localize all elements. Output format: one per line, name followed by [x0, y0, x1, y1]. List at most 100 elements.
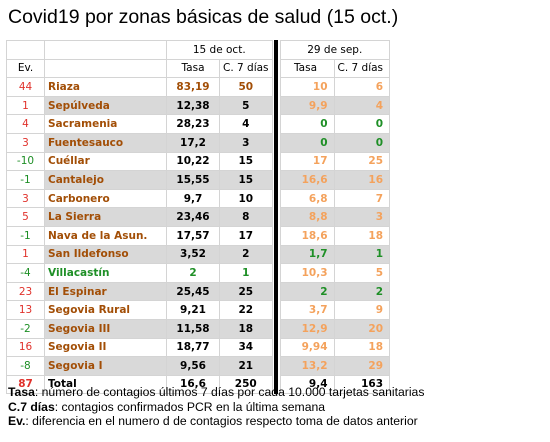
table-row: 1 Sepúlveda 12,38 5 9,9 4	[6, 95, 391, 116]
tasa-previous: 0	[279, 114, 335, 134]
c7-header-current: C. 7 días	[219, 58, 273, 79]
ev-cell: 3	[6, 188, 45, 209]
tasa-previous: 18,6	[279, 225, 335, 246]
c7-current: 15	[219, 170, 273, 190]
total-c7-previous: 163	[333, 374, 391, 395]
zone-name: Segovia I	[44, 356, 167, 376]
table-row: -4 Villacastín 2 1 10,3 5	[6, 263, 391, 283]
tasa-previous: 16,6	[279, 170, 335, 190]
table-row: 1 San Ildefonso 3,52 2 1,7 1	[6, 244, 391, 265]
table-row: -10 Cuéllar 10,22 15 17 25	[6, 151, 391, 172]
tasa-previous: 6,8	[279, 188, 335, 209]
c7-current: 18	[219, 318, 273, 339]
table-row: 16 Segovia II 18,77 34 9,94 18	[6, 337, 391, 358]
c7-header-previous: C. 7 días	[333, 58, 391, 79]
tasa-previous: 8,8	[279, 207, 335, 227]
tasa-current: 18,77	[166, 337, 220, 358]
ev-cell: -10	[6, 151, 45, 172]
tasa-current: 83,19	[166, 77, 220, 97]
c7-previous: 0	[333, 132, 391, 153]
total-tasa-current: 16,6	[166, 374, 220, 395]
table-row: 5 La Sierra 23,46 8 8,8 3	[6, 207, 391, 227]
date-header-previous: 29 de sep.	[279, 40, 391, 60]
c7-previous: 20	[333, 318, 391, 339]
c7-previous: 25	[333, 151, 391, 172]
legend-c7: C.7 días: contagios confirmados PCR en l…	[8, 399, 326, 414]
tasa-previous: 10	[279, 77, 335, 97]
zone-name: Cantalejo	[44, 170, 167, 190]
tasa-current: 9,56	[166, 356, 220, 376]
table-row: 23 El Espinar 25,45 25 2 2	[6, 281, 391, 302]
c7-current: 21	[219, 356, 273, 376]
zone-name: Segovia II	[44, 337, 167, 358]
tasa-current: 28,23	[166, 114, 220, 134]
tasa-previous: 13,2	[279, 356, 335, 376]
c7-current: 8	[219, 207, 273, 227]
header-row-dates: 15 de oct. 29 de sep.	[6, 40, 391, 60]
zone-name: La Sierra	[44, 207, 167, 227]
c7-previous: 18	[333, 337, 391, 358]
tasa-current: 17,2	[166, 132, 220, 153]
ev-cell: -1	[6, 170, 45, 190]
tasa-previous: 9,9	[279, 95, 335, 116]
c7-previous: 18	[333, 225, 391, 246]
date-header-current: 15 de oct.	[166, 40, 273, 60]
tasa-current: 9,21	[166, 300, 220, 320]
zone-name: San Ildefonso	[44, 244, 167, 265]
c7-previous: 5	[333, 263, 391, 283]
c7-current: 50	[219, 77, 273, 97]
legend-tasa: Tasa: número de contagios últimos 7 días…	[8, 385, 425, 399]
column-separator	[274, 40, 279, 395]
total-tasa-previous: 9,4	[279, 374, 335, 395]
tasa-previous: 2	[279, 281, 335, 302]
zone-name: Cuéllar	[44, 151, 167, 172]
c7-previous: 4	[333, 95, 391, 116]
tasa-current: 10,22	[166, 151, 220, 172]
tasa-current: 15,55	[166, 170, 220, 190]
c7-previous: 29	[333, 356, 391, 376]
total-ev: 87	[6, 374, 45, 395]
table-row: -8 Segovia I 9,56 21 13,2 29	[6, 356, 391, 376]
zone-name: Riaza	[44, 77, 167, 97]
zone-name: Fuentesauco	[44, 132, 167, 153]
c7-previous: 7	[333, 188, 391, 209]
c7-current: 34	[219, 337, 273, 358]
tasa-current: 25,45	[166, 281, 220, 302]
c7-previous: 1	[333, 244, 391, 265]
legend-ev: Ev.: diferencia en el numero d de contag…	[8, 414, 418, 428]
c7-current: 4	[219, 114, 273, 134]
ev-header: Ev.	[6, 58, 45, 79]
tasa-previous: 3,7	[279, 300, 335, 320]
c7-previous: 9	[333, 300, 391, 320]
tasa-current: 3,52	[166, 244, 220, 265]
total-c7-current: 250	[219, 374, 273, 395]
table-row: 4 Sacramenia 28,23 4 0 0	[6, 114, 391, 134]
total-row: 87 Total 16,6 250 9,4 163	[6, 374, 391, 395]
c7-previous: 3	[333, 207, 391, 227]
ev-cell: -8	[6, 356, 45, 376]
c7-previous: 0	[333, 114, 391, 134]
table-row: -1 Cantalejo 15,55 15 16,6 16	[6, 170, 391, 190]
c7-current: 5	[219, 95, 273, 116]
tasa-previous: 1,7	[279, 244, 335, 265]
zone-name: Nava de la Asun.	[44, 225, 167, 246]
tasa-current: 12,38	[166, 95, 220, 116]
c7-current: 25	[219, 281, 273, 302]
tasa-current: 11,58	[166, 318, 220, 339]
zone-name: Segovia Rural	[44, 300, 167, 320]
tasa-header-previous: Tasa	[279, 58, 335, 79]
tasa-current: 17,57	[166, 225, 220, 246]
zone-name: Carbonero	[44, 188, 167, 209]
ev-cell: 5	[6, 207, 45, 227]
ev-cell: 4	[6, 114, 45, 134]
tasa-current: 9,7	[166, 188, 220, 209]
table-row: 3 Fuentesauco 17,2 3 0 0	[6, 132, 391, 153]
covid-table: 15 de oct. 29 de sep. Ev. Tasa C. 7 días…	[6, 40, 391, 395]
zone-name: Villacastín	[44, 263, 167, 283]
ev-cell: -1	[6, 225, 45, 246]
c7-current: 17	[219, 225, 273, 246]
zone-name: Sepúlveda	[44, 95, 167, 116]
zone-name: El Espinar	[44, 281, 167, 302]
header-row-columns: Ev. Tasa C. 7 días Tasa C. 7 días	[6, 58, 391, 79]
legend: Tasa: número de contagios últimos 7 días…	[8, 385, 424, 429]
